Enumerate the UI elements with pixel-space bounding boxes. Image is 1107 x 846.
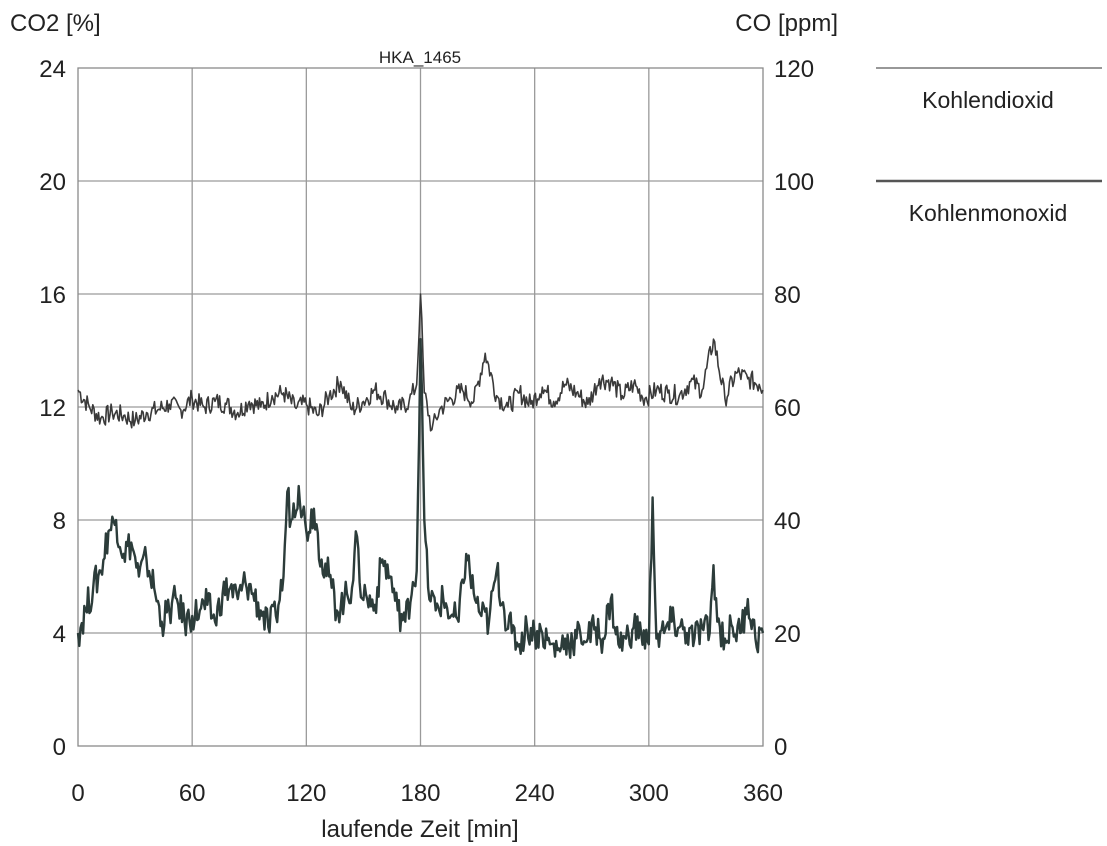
x-tick-label-0: 0 — [71, 780, 84, 807]
y-right-tick-label-60: 60 — [774, 395, 801, 422]
legend-label-kohlendioxid: Kohlendioxid — [922, 87, 1054, 113]
y-right-tick-label-120: 120 — [774, 56, 814, 83]
x-tick-label-180: 180 — [400, 780, 440, 807]
y-left-tick-label-20: 20 — [39, 169, 66, 196]
x-tick-label-300: 300 — [629, 780, 669, 807]
x-tick-label-120: 120 — [286, 780, 326, 807]
y-left-tick-label-0: 0 — [53, 734, 66, 761]
y-left-tick-label-24: 24 — [39, 56, 66, 83]
x-axis-title: laufende Zeit [min] — [321, 816, 518, 843]
y-left-tick-label-16: 16 — [39, 282, 66, 309]
legend-label-kohlenmonoxid: Kohlenmonoxid — [909, 200, 1068, 226]
y-right-tick-label-0: 0 — [774, 734, 787, 761]
x-tick-label-240: 240 — [515, 780, 555, 807]
y-right-tick-label-80: 80 — [774, 282, 801, 309]
y-left-tick-label-4: 4 — [53, 621, 66, 648]
y-left-tick-label-8: 8 — [53, 508, 66, 535]
series-lines — [76, 293, 765, 659]
plot-frame — [77, 67, 764, 747]
legend: Kohlendioxid Kohlenmonoxid — [876, 67, 1102, 226]
x-tick-label-60: 60 — [179, 780, 206, 807]
y-left-tick-label-12: 12 — [39, 395, 66, 422]
y-right-tick-label-20: 20 — [774, 621, 801, 648]
series-line-kohlenmonoxid — [76, 338, 765, 659]
y-axis-left-title: CO2 [%] — [10, 10, 101, 37]
y-axis-right-title: CO [ppm] — [735, 10, 838, 37]
chart-title: HKA_1465 — [379, 48, 461, 67]
y-right-tick-label-100: 100 — [774, 169, 814, 196]
x-tick-label-360: 360 — [743, 780, 783, 807]
y-right-tick-label-40: 40 — [774, 508, 801, 535]
series-line-kohlendioxid — [77, 293, 764, 432]
tick-labels: 0 60 120 180 240 300 3600481216202402040608010… — [39, 56, 814, 807]
